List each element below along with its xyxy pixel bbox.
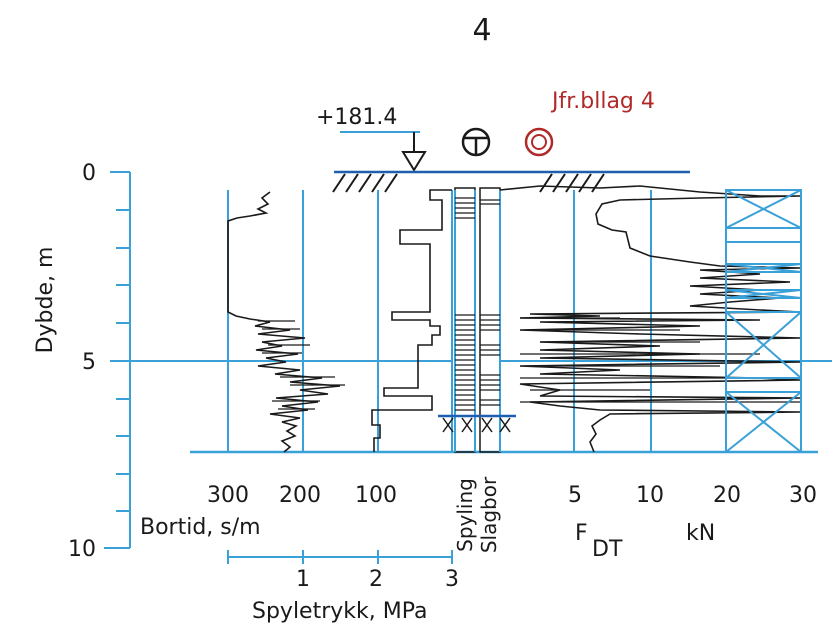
depth-tick-10: 10 [68, 537, 96, 562]
bortid-tick-100: 100 [355, 483, 397, 508]
depth-tick-0: 0 [82, 161, 96, 186]
reference-label: Jfr.bllag 4 [550, 89, 655, 114]
force-label-sub: DT [592, 537, 623, 562]
page-number: 4 [472, 13, 491, 48]
double-circle-icon [524, 127, 554, 157]
crossed-circle-icon [461, 127, 491, 157]
force-tick-30: 30 [789, 483, 817, 508]
depth-tick-5: 5 [82, 350, 96, 375]
spyletrykk-tick-2: 2 [369, 567, 383, 592]
spyletrykk-axis-label: Spyletrykk, MPa [252, 599, 428, 624]
bortid-grid [130, 190, 453, 452]
elevation-label: +181.4 [316, 105, 397, 130]
rock-cross-marks [442, 417, 511, 433]
bortid-noise [258, 320, 345, 410]
cross-box-panel [725, 189, 802, 453]
spyletrykk-tick-1: 1 [296, 567, 310, 592]
slagboring-label: Slagbor [477, 476, 501, 553]
force-noise [520, 317, 800, 403]
bortid-tick-200: 200 [279, 483, 321, 508]
spyletrykk-axis-ticks [227, 550, 453, 564]
force-curve [499, 185, 801, 453]
column-hatch [455, 197, 500, 411]
bortid-axis-label: Bortid, s/m [140, 515, 261, 540]
depth-axis-label: Dybde, m [33, 247, 58, 354]
force-tick-10: 10 [636, 483, 664, 508]
force-unit-label: kN [686, 521, 715, 546]
force-tick-20: 20 [713, 483, 741, 508]
ground-hatching [332, 173, 605, 193]
force-tick-5: 5 [568, 483, 582, 508]
bortid-curve [227, 191, 341, 453]
force-label-main: F [575, 521, 588, 546]
spyletrykk-tick-3: 3 [445, 567, 459, 592]
bortid-tick-300: 300 [207, 483, 249, 508]
ground-marker-triangle [401, 151, 427, 172]
spyletrykk-curve [371, 189, 452, 452]
spyling-label: Spyling [453, 478, 477, 552]
depth-axis-ticks [110, 171, 130, 512]
